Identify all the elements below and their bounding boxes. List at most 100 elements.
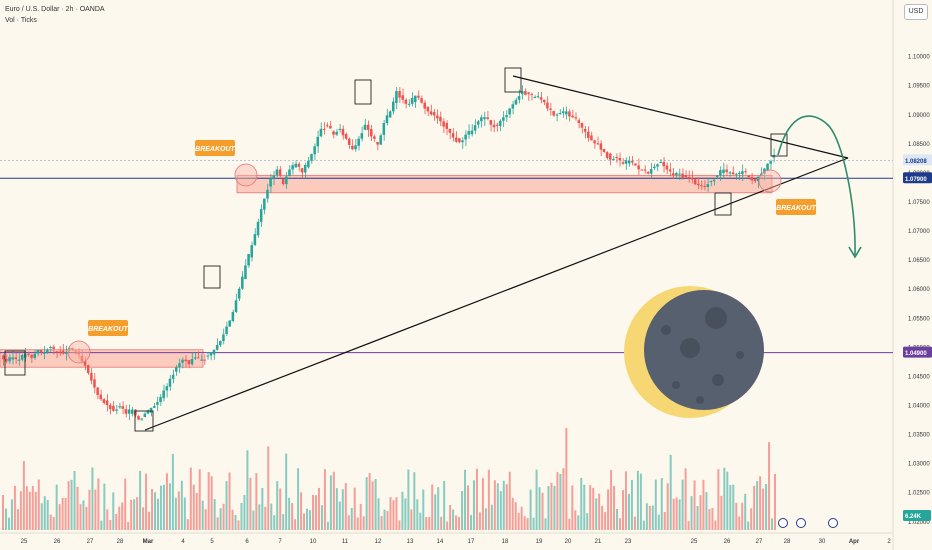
candle-body [275, 169, 279, 175]
volume-bar [428, 517, 431, 530]
candle-body [322, 128, 326, 130]
candle-body [737, 173, 741, 175]
candle-body [697, 183, 700, 186]
candle-body [539, 97, 543, 100]
candle-body [203, 359, 206, 361]
volume-bar [651, 505, 654, 530]
breakout-circle [758, 169, 782, 193]
candle-body [734, 173, 738, 175]
volume-bar [234, 515, 237, 530]
volume-bar [16, 509, 19, 530]
candle-body [247, 254, 250, 266]
moon-crater [696, 396, 704, 404]
supply-demand-zone [236, 174, 773, 194]
candle-body [439, 116, 442, 122]
candle-body [423, 102, 426, 109]
candle-body [470, 130, 474, 135]
x-tick-label: Mar [143, 539, 154, 545]
volume-bar [192, 484, 195, 530]
candle-body [99, 394, 103, 400]
volume-bar [165, 473, 168, 530]
volume-bar [177, 491, 180, 530]
candle-body [149, 407, 153, 413]
candle-body [11, 357, 14, 360]
candle-body [483, 117, 486, 120]
volume-bar [76, 486, 79, 530]
candle-body [631, 160, 634, 163]
candle-body [5, 359, 8, 362]
price-badge-label: 1.07900 [905, 177, 927, 183]
candle-body [294, 163, 298, 168]
x-tick-label: 26 [54, 539, 61, 545]
volume-bar [437, 487, 440, 530]
candle-body [637, 165, 640, 170]
candle-body [417, 95, 420, 98]
y-tick-label: 1.06500 [908, 258, 930, 264]
candle-body [159, 397, 162, 403]
candle-body [634, 163, 637, 166]
price-badge [903, 172, 932, 184]
candle-body [263, 198, 266, 210]
x-tick-label: 7 [278, 539, 282, 545]
candle-body [448, 128, 452, 133]
candle-body [568, 111, 571, 117]
economic-event-icon [828, 518, 838, 528]
candle-body [162, 390, 165, 399]
volume-bar [556, 472, 559, 530]
candle-body [627, 160, 631, 164]
volume-bar [4, 508, 7, 530]
candle-body [272, 175, 276, 179]
candle-body [61, 350, 65, 354]
volume-bar [359, 503, 362, 530]
candle-body [505, 115, 508, 118]
volume-bar [419, 512, 422, 530]
volume-bar [475, 468, 478, 530]
pattern-highlight-box [134, 410, 154, 432]
volume-bar [148, 511, 151, 530]
candle-body [502, 117, 505, 121]
candle-body [687, 177, 691, 179]
candle-body [618, 157, 621, 161]
volume-bar [329, 475, 332, 530]
volume-bar [690, 496, 693, 530]
candle-body [130, 409, 134, 414]
volume-bar [708, 509, 711, 530]
volume-bar [425, 516, 428, 530]
x-tick-label: 13 [407, 539, 414, 545]
volume-bar [702, 479, 705, 530]
volume-bar [273, 515, 276, 530]
volume-bar [431, 484, 434, 530]
candle-body [288, 169, 291, 177]
volume-bar [79, 504, 82, 530]
volume-bar [627, 493, 630, 530]
candle-body [90, 373, 93, 381]
x-tick-label: 17 [468, 539, 475, 545]
volume-bar [88, 489, 91, 530]
volume-bar [279, 488, 282, 530]
volume-bar [300, 492, 303, 530]
volume-bar [237, 520, 240, 530]
currency-button[interactable]: USD [904, 4, 928, 20]
candle-body [753, 178, 757, 182]
volume-bar [666, 483, 669, 530]
price-badge [903, 346, 932, 358]
candle-body [577, 120, 581, 124]
candle-body [756, 176, 760, 182]
volume-bar [186, 519, 189, 530]
volume-bar [312, 494, 314, 530]
volume-bar [735, 502, 738, 530]
volume-bar [240, 503, 243, 530]
volume-bar [747, 521, 750, 530]
candle-body [329, 125, 332, 129]
candle-body [250, 245, 254, 258]
x-tick-label: 26 [724, 539, 731, 545]
x-tick-label: 23 [625, 539, 632, 545]
candle-body [571, 115, 574, 118]
volume-bar [464, 469, 467, 530]
candle-body [693, 179, 697, 185]
x-tick-label: 28 [784, 539, 791, 545]
candle-body [486, 117, 489, 119]
volume-bar [726, 471, 729, 530]
volume-bar [422, 489, 425, 530]
